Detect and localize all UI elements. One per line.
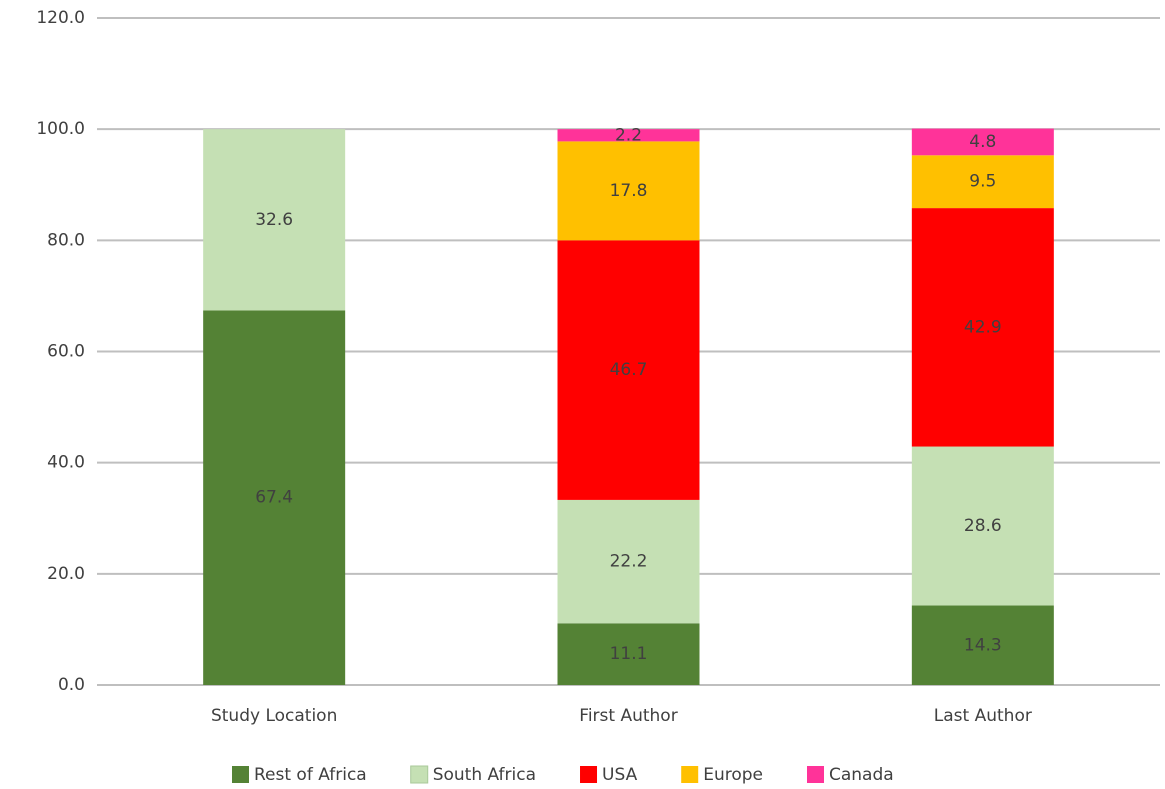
- data-label: 67.4: [255, 488, 293, 508]
- data-label: 28.6: [964, 516, 1002, 536]
- y-tick-label: 60.0: [47, 342, 85, 362]
- bar-segment: [557, 141, 700, 241]
- x-tick-label: Last Author: [934, 706, 1032, 726]
- bar-segment: [557, 623, 700, 685]
- bar-segment: [911, 155, 1054, 209]
- y-tick-label: 0.0: [58, 675, 85, 695]
- y-tick-label: 80.0: [47, 230, 85, 250]
- bar-segment: [911, 605, 1054, 685]
- legend-label: Canada: [829, 765, 894, 785]
- legend-swatch: [681, 766, 699, 783]
- legend-label: South Africa: [433, 765, 536, 785]
- bar-segment: [203, 310, 346, 685]
- y-tick-label: 100.0: [36, 119, 85, 139]
- data-label: 42.9: [964, 317, 1002, 337]
- y-tick-label: 20.0: [47, 564, 85, 584]
- legend-swatch: [580, 766, 598, 783]
- data-label: 11.1: [610, 644, 648, 664]
- bar-segment: [911, 446, 1054, 606]
- bar-segment: [911, 208, 1054, 447]
- legend-label: USA: [602, 765, 638, 785]
- data-label: 14.3: [964, 635, 1002, 655]
- bar-segment: [911, 128, 1054, 156]
- legend-swatch: [807, 766, 824, 783]
- bar-segment: [557, 129, 700, 142]
- bar-segment: [557, 499, 700, 624]
- data-label: 46.7: [610, 360, 648, 380]
- legend-swatch: [232, 766, 249, 783]
- bar-segment: [203, 129, 346, 311]
- data-label: 2.2: [615, 125, 642, 145]
- y-tick-label: 120.0: [36, 8, 85, 28]
- bar-segment: [557, 240, 700, 500]
- data-label: 9.5: [969, 172, 996, 192]
- x-tick-label: Study Location: [211, 706, 337, 726]
- data-label: 32.6: [255, 210, 293, 230]
- legend-swatch: [410, 765, 429, 784]
- legend-label: Europe: [703, 765, 763, 785]
- y-tick-label: 40.0: [47, 453, 85, 473]
- x-tick-label: First Author: [579, 706, 677, 726]
- data-label: 22.2: [610, 552, 648, 572]
- data-label: 4.8: [969, 132, 996, 152]
- legend-label: Rest of Africa: [254, 765, 367, 785]
- data-label: 17.8: [610, 181, 648, 201]
